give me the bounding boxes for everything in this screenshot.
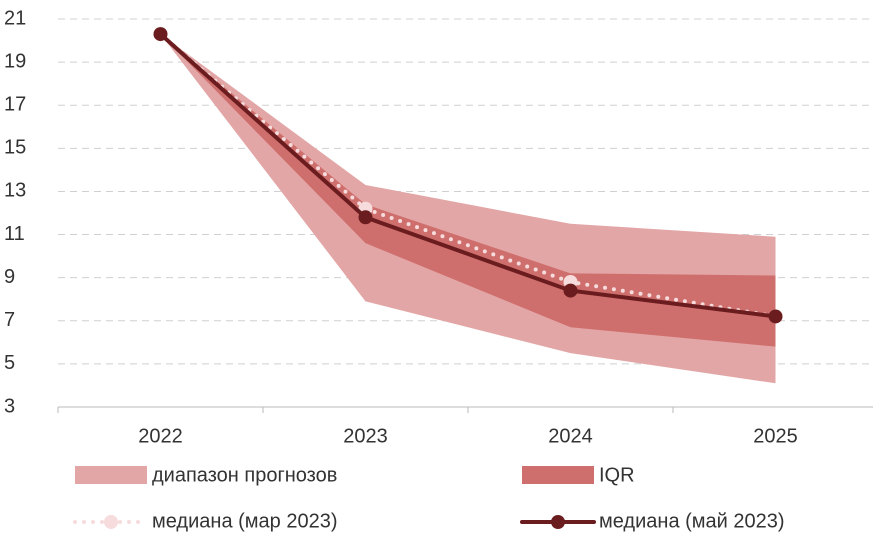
legend-swatch <box>522 466 594 484</box>
median-marker <box>153 27 168 42</box>
y-tick-label: 19 <box>4 50 26 72</box>
x-tick-label: 2023 <box>343 425 388 447</box>
legend-swatch <box>75 466 147 484</box>
y-tick-label: 13 <box>4 180 26 202</box>
median-line <box>158 32 778 319</box>
y-tick-label: 3 <box>4 395 15 417</box>
median-marker <box>768 309 783 324</box>
x-tick-label: 2022 <box>138 425 183 447</box>
y-tick-label: 9 <box>4 266 15 288</box>
y-tick-label: 7 <box>4 309 15 331</box>
x-tick-label: 2025 <box>753 425 798 447</box>
legend-marker <box>104 515 118 529</box>
y-tick-label: 21 <box>4 7 26 29</box>
median-line <box>158 32 778 319</box>
legend-label: диапазон прогнозов <box>152 464 337 486</box>
band-area <box>160 34 776 347</box>
legend-label: медиана (мар 2023) <box>152 510 338 532</box>
legend-label: IQR <box>599 464 635 486</box>
median-marker <box>563 283 578 298</box>
y-tick-label: 5 <box>4 352 15 374</box>
legend-marker <box>551 515 565 529</box>
legend-label: медиана (май 2023) <box>599 510 785 532</box>
median-marker <box>358 210 373 225</box>
y-tick-label: 15 <box>4 137 26 159</box>
y-tick-label: 11 <box>4 223 25 245</box>
y-tick-label: 17 <box>4 94 26 116</box>
x-tick-label: 2024 <box>548 425 593 447</box>
